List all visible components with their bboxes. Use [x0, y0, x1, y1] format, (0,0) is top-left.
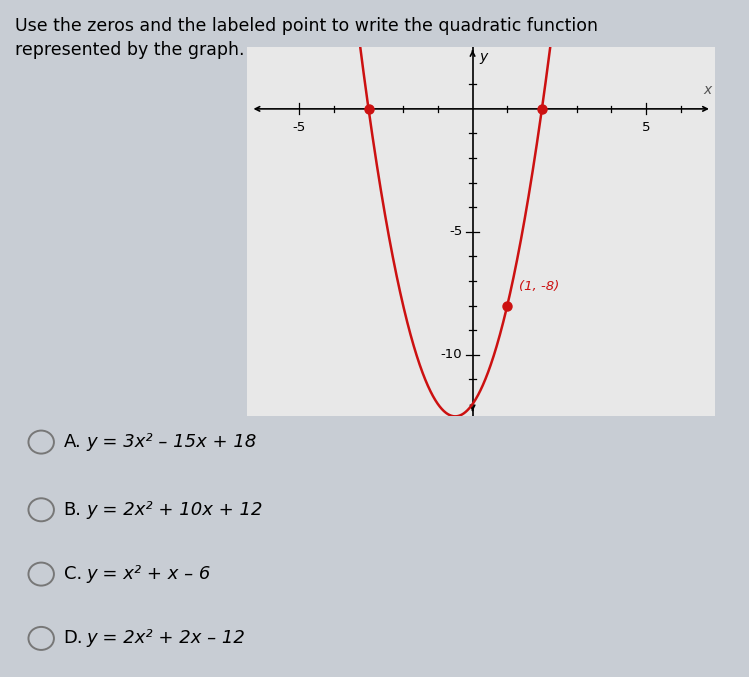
Text: (1, -8): (1, -8) [519, 280, 560, 293]
Text: y = x² + x – 6: y = x² + x – 6 [86, 565, 210, 583]
Text: y = 2x² + 10x + 12: y = 2x² + 10x + 12 [86, 501, 263, 519]
Text: y = 2x² + 2x – 12: y = 2x² + 2x – 12 [86, 630, 245, 647]
Text: B.: B. [64, 501, 82, 519]
Text: A.: A. [64, 433, 82, 451]
Text: Use the zeros and the labeled point to write the quadratic function: Use the zeros and the labeled point to w… [15, 17, 598, 35]
Text: -10: -10 [440, 349, 462, 362]
Text: x: x [703, 83, 712, 97]
Text: 5: 5 [642, 121, 650, 134]
Text: -5: -5 [449, 225, 462, 238]
Text: -5: -5 [293, 121, 306, 134]
Text: y: y [479, 50, 488, 64]
Text: D.: D. [64, 630, 83, 647]
Text: represented by the graph.: represented by the graph. [15, 41, 244, 59]
Text: y = 3x² – 15x + 18: y = 3x² – 15x + 18 [86, 433, 256, 451]
Text: C.: C. [64, 565, 82, 583]
